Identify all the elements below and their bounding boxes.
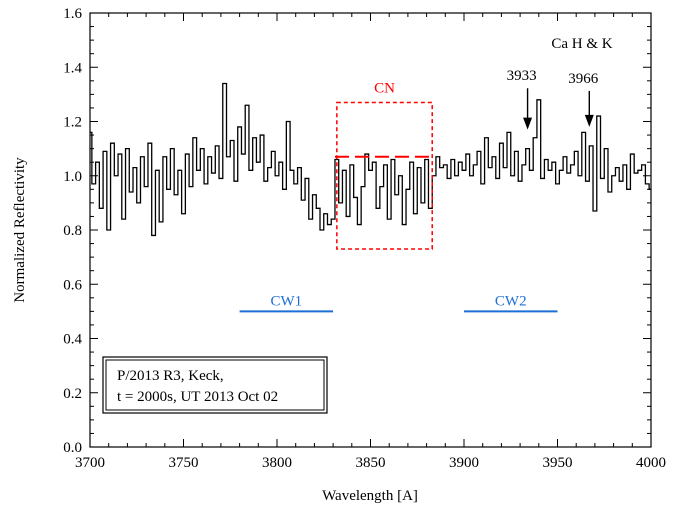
tick-labels: 3700 3750 3800 3850 3900 3950 4000 0.0 0.2 0.4 0.6… — [63, 6, 666, 471]
annotation-layer: CN CW1 CW2 Ca H & K 3933 3966 P/2013 R3, Keck,… — [102, 36, 613, 414]
tick-marks — [89, 12, 652, 448]
x-tick-label: 3950 — [543, 455, 573, 471]
y-tick-label: 1.4 — [63, 60, 82, 76]
y-tick-label: 0.2 — [63, 386, 82, 402]
info-box-line: t = 2000s, UT 2013 Oct 02 — [117, 389, 278, 405]
spectrum-line — [90, 82, 651, 237]
series-layer — [90, 82, 651, 237]
info-box-inner — [105, 359, 325, 411]
x-axis-label: Wavelength [A] — [322, 488, 418, 504]
arrow-head — [523, 117, 533, 130]
y-tick-label: 0.4 — [63, 332, 82, 348]
line-wavelength-label: 3933 — [507, 68, 537, 84]
x-tick-label: 3750 — [169, 455, 199, 471]
y-tick-label: 0.6 — [63, 277, 82, 293]
info-box-outer — [102, 356, 328, 414]
y-tick-label: 1.2 — [63, 115, 82, 131]
x-tick-label: 3700 — [75, 455, 105, 471]
cn-box — [336, 101, 433, 250]
x-tick-label: 3850 — [356, 455, 386, 471]
cn-label: CN — [374, 81, 395, 97]
y-tick-label: 0.8 — [63, 223, 82, 239]
line-wavelength-label: 3966 — [568, 71, 599, 87]
info-box-line: P/2013 R3, Keck, — [117, 368, 224, 384]
y-axis-label: Normalized Reflectivity — [12, 157, 28, 303]
y-tick-label: 1.0 — [63, 169, 82, 185]
continuum-window-label: CW2 — [495, 293, 527, 309]
y-tick-label: 0.0 — [63, 440, 82, 456]
arrow-head — [584, 114, 594, 127]
continuum-window-label: CW1 — [271, 293, 303, 309]
plot-frame — [89, 12, 652, 448]
y-tick-label: 1.6 — [63, 6, 82, 22]
x-tick-label: 4000 — [636, 455, 666, 471]
x-tick-label: 3800 — [262, 455, 292, 471]
ca-hk-label: Ca H & K — [551, 36, 612, 52]
x-tick-label: 3900 — [449, 455, 479, 471]
